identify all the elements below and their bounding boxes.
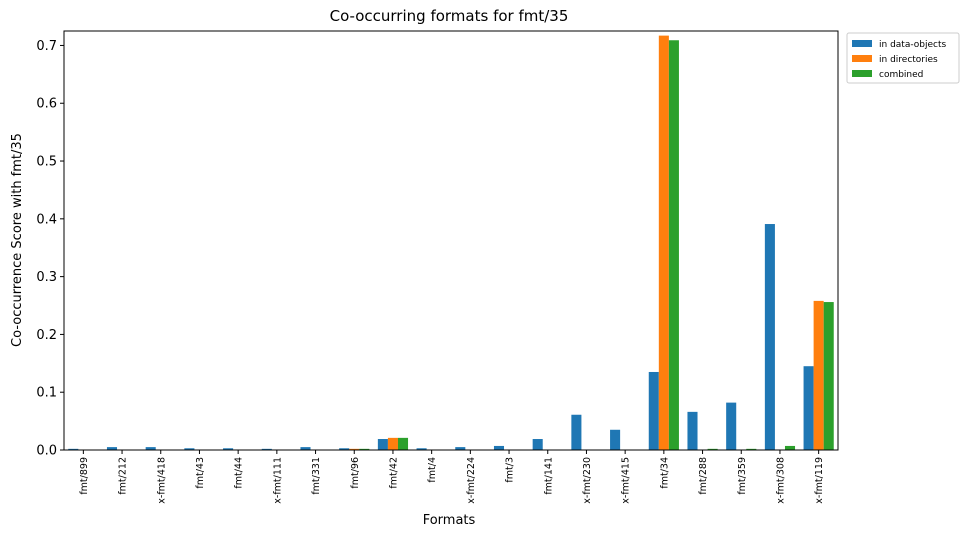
x-tick-label: x-fmt/111 (272, 457, 283, 504)
y-axis-label: Co-occurrence Score with fmt/35 (10, 133, 25, 347)
bar-in-data-objects-fmt-3 (493, 445, 505, 450)
y-tick-label: 0.5 (36, 155, 57, 170)
bar-in-data-objects-fmt-899 (68, 448, 79, 450)
x-tick-label: x-fmt/224 (466, 457, 477, 504)
chart-title: Co-occurring formats for fmt/35 (330, 7, 569, 25)
bar-in-data-objects-fmt-43 (184, 448, 195, 450)
legend-box (846, 32, 960, 84)
bar-combined-fmt-288 (707, 448, 718, 450)
x-tick-label: fmt/141 (543, 457, 554, 495)
bar-combined-fmt-42 (397, 437, 409, 450)
x-axis-label: Formats (423, 513, 476, 528)
x-tick-label: fmt/43 (195, 457, 206, 489)
bar-combined-x-fmt-308 (784, 445, 796, 450)
x-tick-label: fmt/96 (350, 457, 361, 489)
bar-in-directories-fmt-42 (387, 437, 398, 450)
bar-in-data-objects-fmt-4 (416, 448, 427, 450)
y-tick-label: 0.0 (36, 444, 57, 459)
legend-label: combined (879, 70, 923, 80)
bar-combined-fmt-34 (668, 40, 679, 450)
x-tick-label: fmt/359 (737, 457, 748, 495)
y-tick-label: 0.7 (36, 39, 57, 54)
bar-in-directories-x-fmt-119 (813, 300, 824, 450)
x-tick-label: fmt/44 (234, 457, 245, 489)
bar-in-data-objects-fmt-96 (339, 448, 350, 450)
bar-in-data-objects-fmt-288 (687, 411, 698, 450)
bar-in-data-objects-x-fmt-111 (261, 448, 272, 450)
bar-in-directories-fmt-34 (658, 35, 669, 451)
x-tick-label: x-fmt/418 (156, 457, 167, 504)
bars-group (68, 35, 834, 451)
bar-combined-x-fmt-119 (823, 302, 834, 450)
y-tick-label: 0.3 (36, 270, 57, 285)
x-tick-label: fmt/4 (427, 457, 438, 483)
bar-combined-fmt-359 (746, 448, 757, 450)
x-tick-label: fmt/899 (79, 457, 90, 495)
x-tick-label: fmt/34 (659, 457, 670, 489)
bar-in-data-objects-fmt-34 (648, 371, 659, 450)
x-tick-label: fmt/212 (118, 457, 129, 495)
bar-in-data-objects-fmt-331 (300, 447, 311, 450)
x-tick-label: x-fmt/230 (582, 457, 593, 504)
bar-in-data-objects-fmt-359 (726, 402, 737, 450)
legend-label: in data-objects (879, 40, 946, 50)
bar-in-data-objects-x-fmt-224 (455, 447, 466, 450)
legend: in data-objects in directories combined (846, 32, 960, 84)
y-axis: 0.0 0.1 0.2 0.3 0.4 0.5 0.6 0.7 (36, 39, 64, 459)
bar-in-directories-fmt-96 (349, 448, 360, 450)
bar-in-data-objects-fmt-212 (106, 447, 118, 450)
x-tick-label: x-fmt/415 (621, 457, 632, 504)
bar-in-data-objects-x-fmt-230 (571, 414, 582, 450)
bar-in-data-objects-fmt-42 (377, 439, 388, 450)
x-tick-label: fmt/3 (505, 457, 516, 483)
legend-label: in directories (879, 55, 938, 65)
bar-combined-fmt-96 (359, 448, 370, 450)
bar-in-data-objects-x-fmt-308 (764, 224, 775, 450)
bar-in-data-objects-x-fmt-119 (803, 366, 814, 450)
y-tick-label: 0.6 (36, 97, 57, 112)
y-tick-label: 0.1 (36, 386, 57, 401)
bar-in-data-objects-fmt-141 (532, 439, 543, 450)
plot-frame (63, 30, 839, 451)
x-tick-label: x-fmt/308 (775, 457, 786, 504)
x-tick-label: fmt/42 (388, 457, 399, 489)
legend-swatch (852, 40, 872, 47)
bar-in-data-objects-x-fmt-415 (610, 429, 621, 450)
bar-in-data-objects-fmt-44 (223, 448, 234, 450)
legend-swatch (852, 55, 872, 62)
y-tick-label: 0.2 (36, 328, 57, 343)
y-tick-label: 0.4 (36, 212, 57, 227)
bar-in-data-objects-x-fmt-418 (145, 447, 156, 450)
x-tick-label: x-fmt/119 (814, 457, 825, 504)
x-tick-label: fmt/331 (311, 457, 322, 495)
x-tick-label: fmt/288 (698, 457, 709, 495)
x-axis: fmt/899 fmt/212 x-fmt/418 fmt/43 fmt/44 x-fmt… (79, 450, 825, 504)
legend-swatch (852, 70, 872, 77)
